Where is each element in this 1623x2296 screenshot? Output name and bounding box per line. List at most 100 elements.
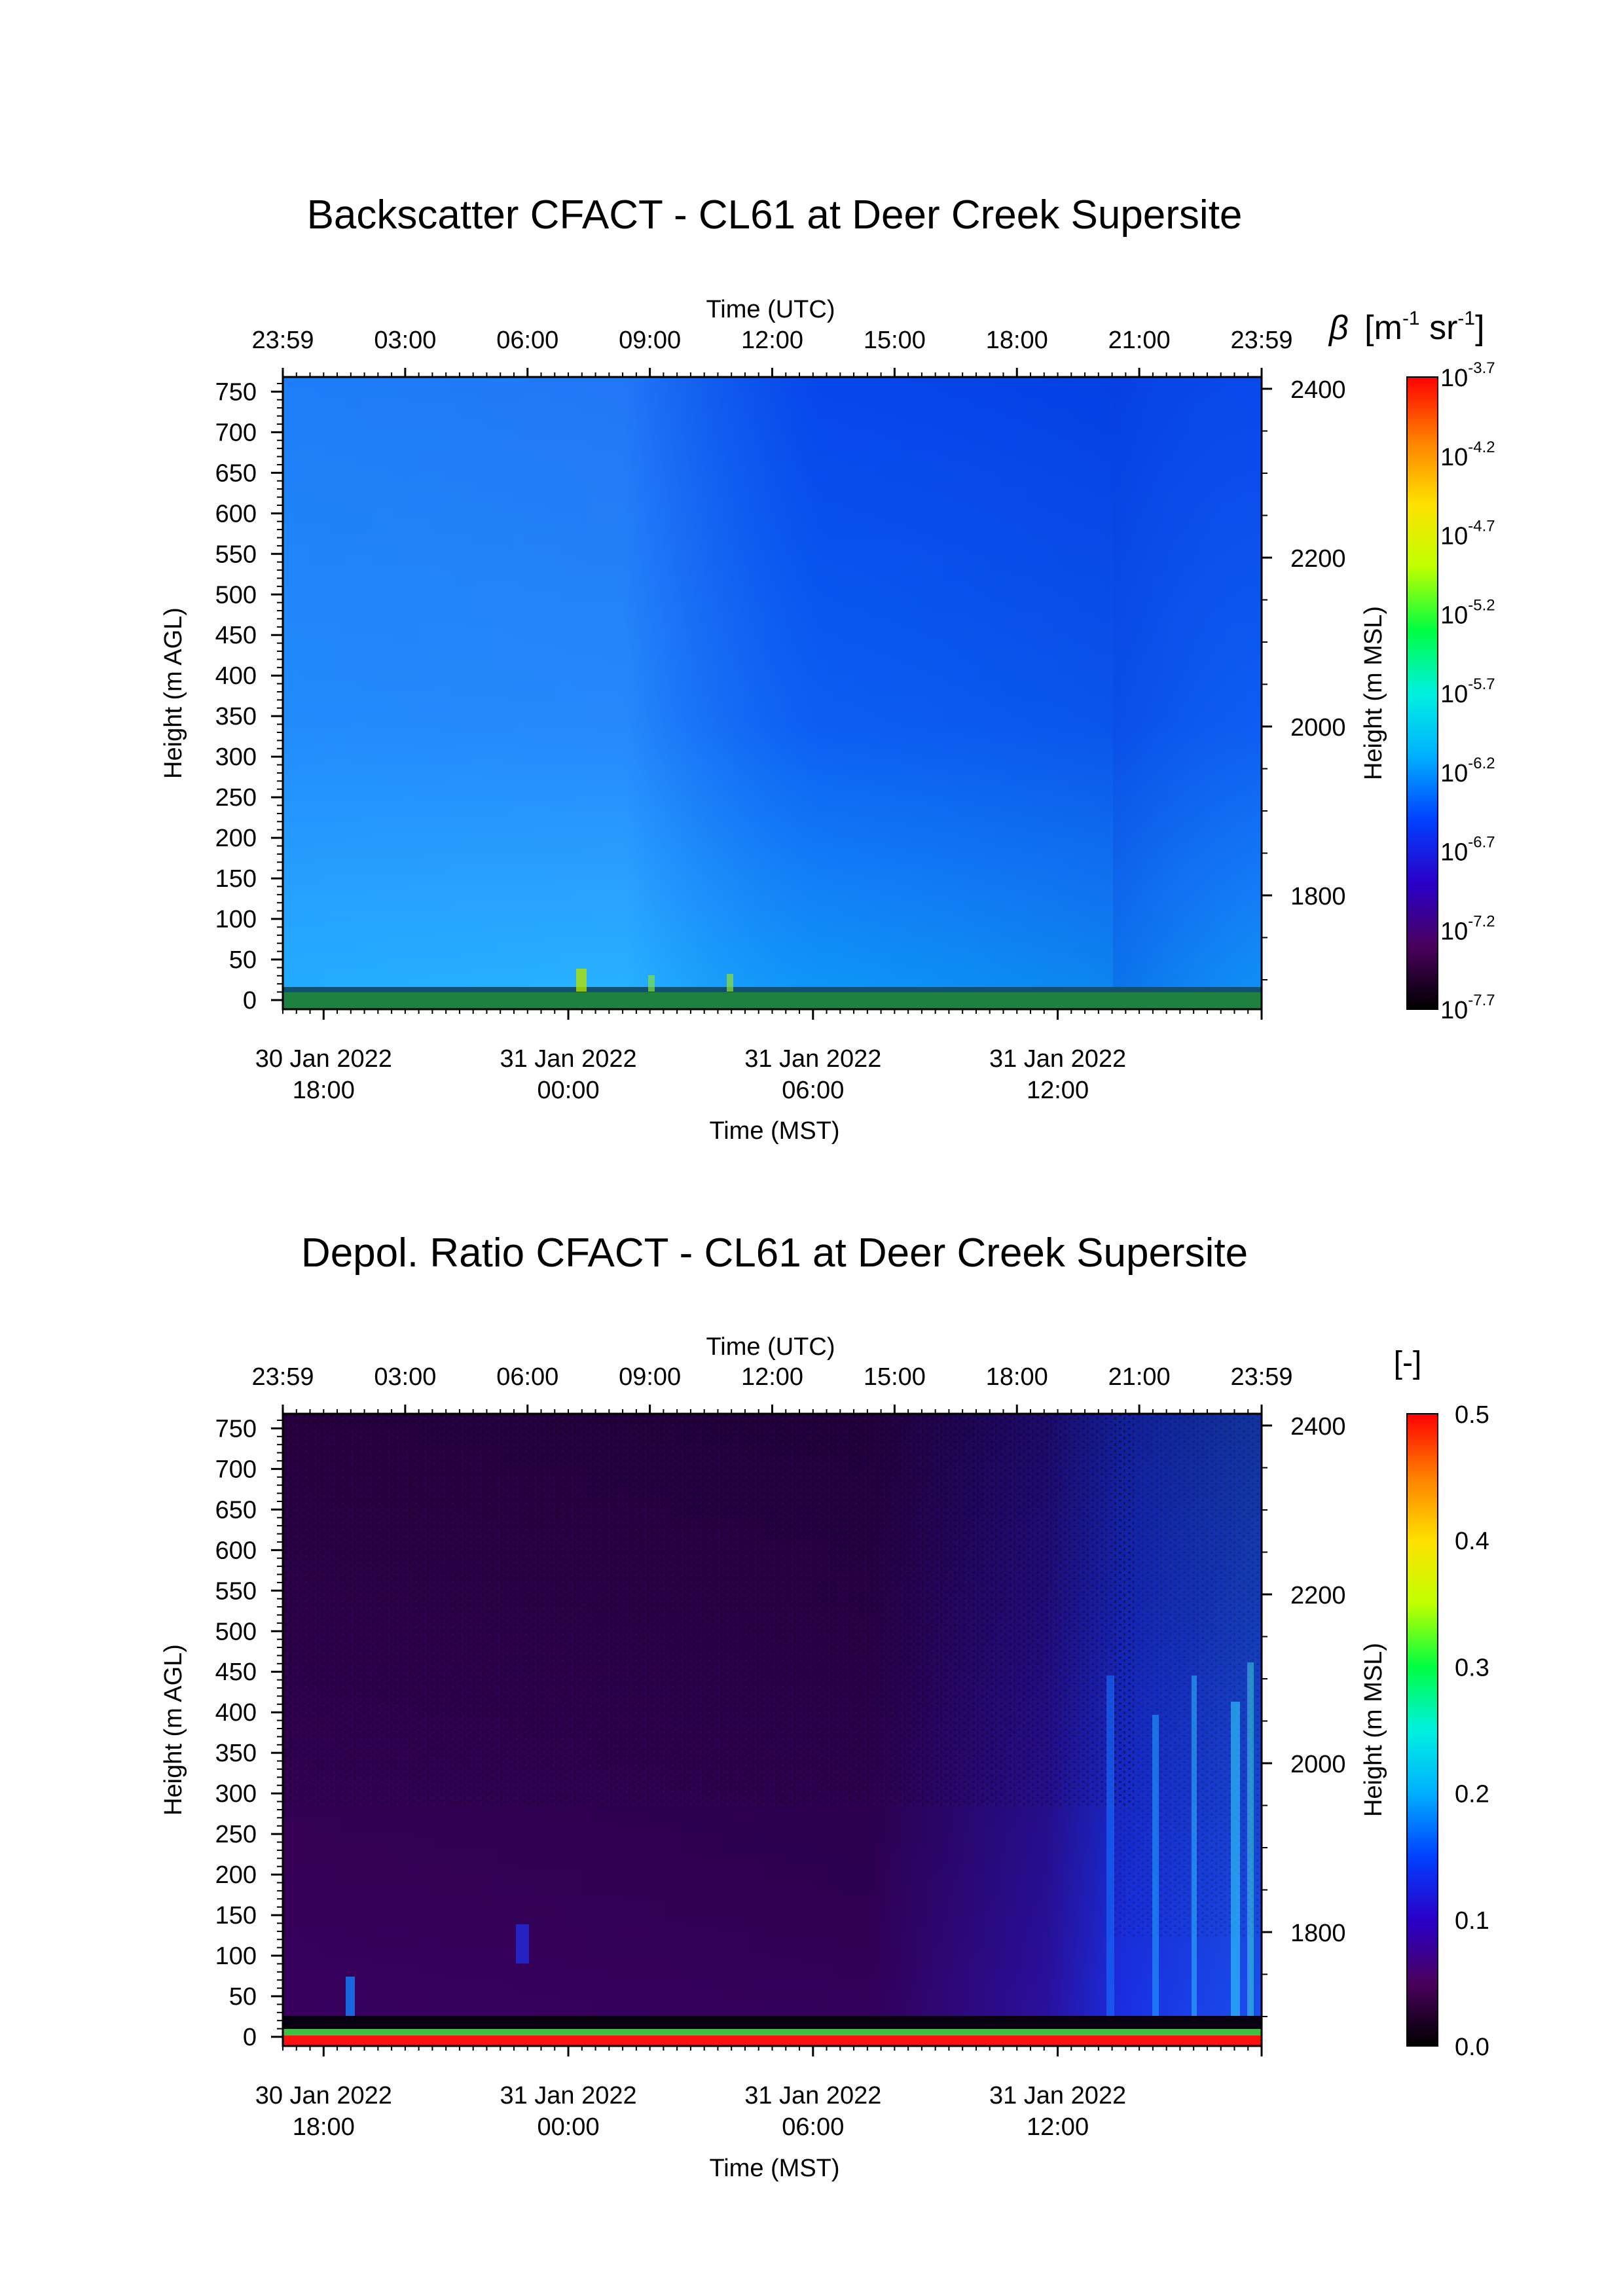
left-tick-label: 400 [215, 662, 257, 690]
colorbar-tick-exponent: -4.2 [1468, 439, 1495, 456]
right-tick-label: 2200 [1290, 1582, 1346, 1609]
left-tick-label: 650 [215, 1496, 257, 1524]
bottom-tick-date: 31 Jan 2022 [989, 1045, 1126, 1073]
bottom-tick-date: 31 Jan 2022 [500, 2082, 636, 2109]
panel-depol: Depol. Ratio CFACT - CL61 at Deer Creek … [160, 1230, 1489, 2182]
right-tick-label: 2000 [1290, 1751, 1346, 1778]
colorbar-tick-label: 10-6.2 [1440, 755, 1495, 787]
colorbar-tick-label: 0.5 [1455, 1401, 1489, 1429]
right-axis-label: Height (m MSL) [1360, 606, 1387, 780]
colorbar-tick-label: 0.3 [1455, 1654, 1489, 1681]
left-tick-label: 600 [215, 500, 257, 528]
colorbar-tick-base: 10 [1440, 839, 1468, 867]
left-tick-label: 250 [215, 1821, 257, 1848]
left-tick-label: 600 [215, 1537, 257, 1564]
left-tick-label: 350 [215, 703, 257, 730]
left-tick-label: 400 [215, 1699, 257, 1727]
left-tick-label: 250 [215, 784, 257, 812]
left-tick-label: 100 [215, 906, 257, 933]
bottom-tick-date: 31 Jan 2022 [500, 1045, 636, 1073]
bottom-tick-date: 30 Jan 2022 [255, 1045, 392, 1073]
left-axis-label: Height (m AGL) [160, 607, 187, 779]
left-tick-label: 500 [215, 581, 257, 609]
top-tick-label: 09:00 [619, 1363, 681, 1391]
colorbar [1406, 1413, 1438, 2047]
left-tick-label: 200 [215, 1861, 257, 1889]
bottom-tick-time: 12:00 [1027, 1077, 1089, 1104]
left-tick-label: 350 [215, 1740, 257, 1767]
left-tick-label: 200 [215, 825, 257, 852]
colorbar-tick-label: 10-5.7 [1440, 675, 1495, 708]
colorbar-tick-base: 10 [1440, 760, 1468, 787]
colorbar-label: β [m-1 sr-1] [1328, 308, 1485, 347]
chart-title: Backscatter CFACT - CL61 at Deer Creek S… [307, 192, 1243, 238]
top-tick-label: 09:00 [619, 327, 681, 354]
colorbar [1406, 376, 1438, 1010]
colorbar-tick-exponent: -7.7 [1468, 992, 1495, 1009]
bottom-tick-date: 31 Jan 2022 [744, 2082, 881, 2109]
colorbar-tick-label: 0.0 [1455, 2034, 1489, 2061]
right-tick-label: 1800 [1290, 1920, 1346, 1947]
heatmap-field [283, 1414, 1262, 2046]
colorbar-tick-exponent: -7.2 [1468, 912, 1495, 930]
right-tick-label: 2200 [1290, 545, 1346, 573]
colorbar-label-sr: sr [1420, 309, 1458, 347]
top-tick-label: 23:59 [251, 327, 314, 354]
colorbar-tick-base: 10 [1440, 918, 1468, 945]
axis-ticks: 23:59 03:00 06:00 09:00 12:00 15:00 18:00 21:00… [215, 327, 1346, 1104]
colorbar-tick-label: 10-3.7 [1440, 359, 1495, 392]
left-tick-label: 100 [215, 1943, 257, 1970]
left-tick-label: 300 [215, 1780, 257, 1808]
colorbar-ticks: 0.5 0.4 0.3 0.2 0.1 0.0 [1455, 1401, 1489, 2061]
colorbar-label-unit: [m [1364, 309, 1402, 347]
colorbar-tick-base: 10 [1440, 601, 1468, 629]
bottom-tick-date: 31 Jan 2022 [989, 2082, 1126, 2109]
left-tick-label: 0 [243, 987, 257, 1014]
bottom-tick-time: 06:00 [782, 1077, 844, 1104]
top-tick-label: 12:00 [741, 1363, 803, 1391]
chart-title: Depol. Ratio CFACT - CL61 at Deer Creek … [301, 1230, 1248, 1276]
left-tick-label: 700 [215, 419, 257, 446]
colorbar-tick-exponent: -5.2 [1468, 596, 1495, 614]
colorbar-label-end: ] [1475, 309, 1484, 347]
colorbar-tick-exponent: -3.7 [1468, 359, 1495, 377]
colorbar-tick-exponent: -4.7 [1468, 518, 1495, 535]
colorbar-tick-base: 10 [1440, 365, 1468, 392]
colorbar-label-exp2: -1 [1457, 308, 1475, 329]
left-tick-label: 450 [215, 622, 257, 649]
left-tick-label: 700 [215, 1456, 257, 1483]
colorbar-tick-label: 10-4.2 [1440, 439, 1495, 471]
top-tick-label: 03:00 [374, 327, 436, 354]
left-tick-label: 150 [215, 865, 257, 893]
bottom-tick-time: 00:00 [537, 2113, 599, 2141]
left-tick-label: 50 [229, 1983, 257, 2011]
panel-backscatter: Backscatter CFACT - CL61 at Deer Creek S… [160, 192, 1495, 1145]
left-tick-label: 650 [215, 459, 257, 487]
bottom-tick-date: 30 Jan 2022 [255, 2082, 392, 2109]
bottom-tick-time: 06:00 [782, 2113, 844, 2141]
bottom-tick-time: 18:00 [293, 2113, 355, 2141]
colorbar-tick-exponent: -6.2 [1468, 755, 1495, 772]
left-tick-label: 750 [215, 378, 257, 406]
colorbar-tick-label: 0.2 [1455, 1781, 1489, 1808]
bottom-axis-label: Time (MST) [709, 1117, 839, 1145]
top-tick-label: 21:00 [1108, 327, 1171, 354]
left-tick-label: 550 [215, 541, 257, 568]
colorbar-label-exp1: -1 [1402, 308, 1420, 329]
colorbar-ticks: 10-3.710-4.210-4.710-5.210-5.710-6.210-6… [1440, 359, 1495, 1024]
left-tick-label: 450 [215, 1659, 257, 1686]
colorbar-tick-label: 0.4 [1455, 1528, 1489, 1555]
left-tick-label: 50 [229, 946, 257, 974]
top-tick-label: 06:00 [496, 1363, 558, 1391]
colorbar-tick-label: 10-4.7 [1440, 518, 1495, 550]
bottom-axis-label: Time (MST) [709, 2155, 839, 2182]
right-tick-label: 2400 [1290, 376, 1346, 404]
top-tick-label: 15:00 [864, 1363, 926, 1391]
right-tick-label: 2000 [1290, 714, 1346, 742]
left-tick-label: 750 [215, 1415, 257, 1443]
left-axis-label: Height (m AGL) [160, 1644, 187, 1816]
colorbar-tick-label: 10-7.7 [1440, 992, 1495, 1024]
colorbar-tick-exponent: -5.7 [1468, 675, 1495, 693]
top-tick-label: 18:00 [986, 1363, 1048, 1391]
